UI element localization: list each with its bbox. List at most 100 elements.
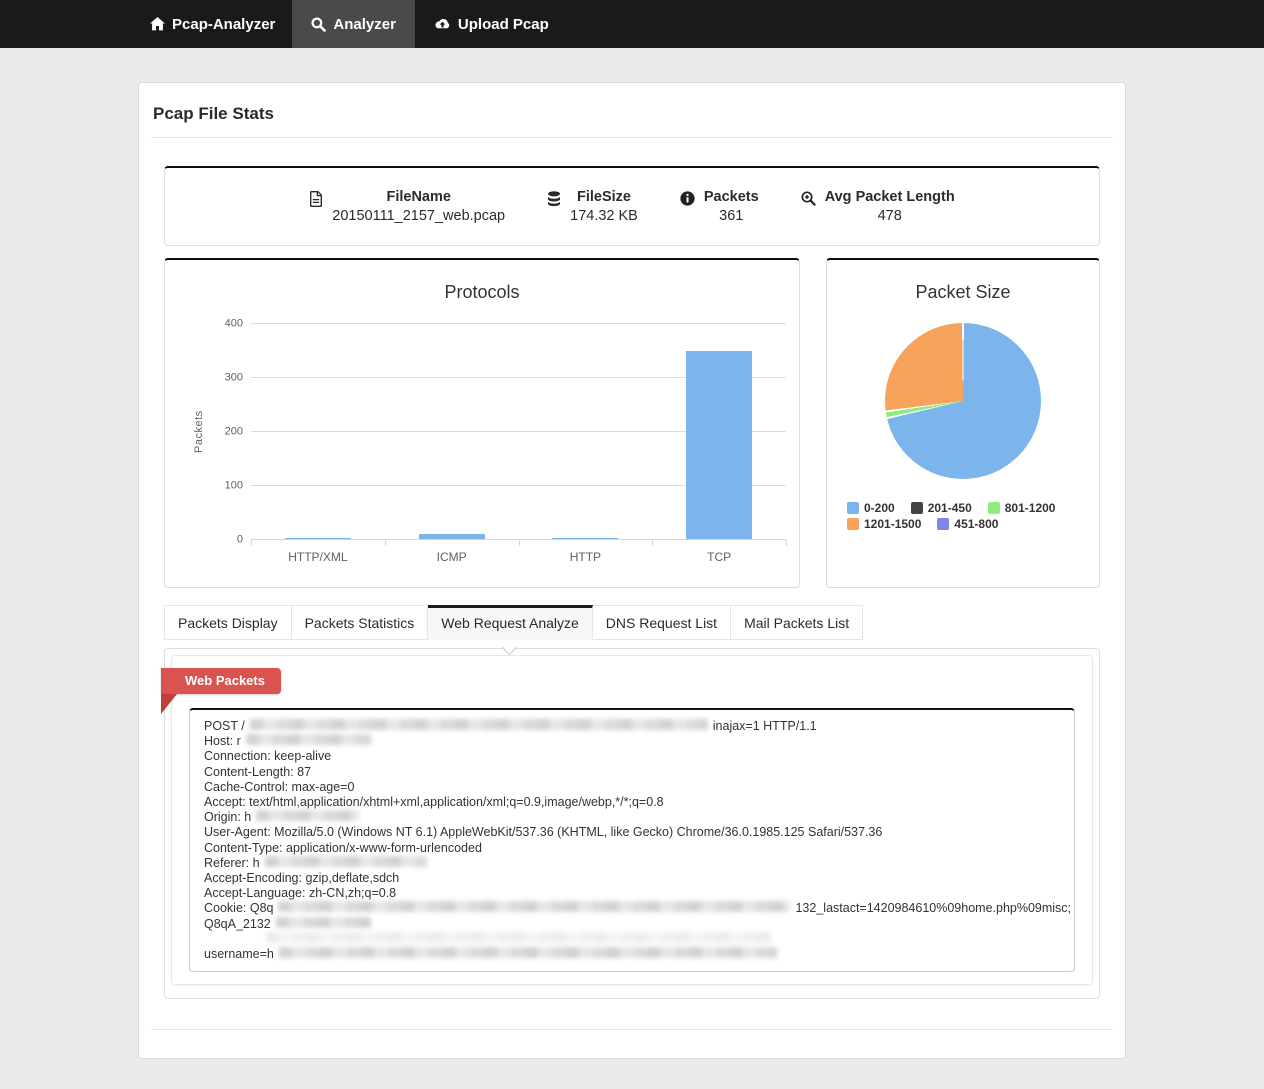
nav-item-label: Upload Pcap: [457, 15, 549, 33]
packet-text: Accept-Encoding: gzip,deflate,sdch: [204, 871, 400, 886]
x-axis-tick: [652, 540, 654, 546]
x-category-label: HTTP/XML: [288, 550, 348, 564]
y-tick-label: 0: [236, 533, 243, 546]
stat-value: 478: [877, 207, 902, 224]
packet-text-line: Host: r: [204, 734, 1060, 749]
x-category-label: TCP: [707, 550, 732, 564]
packet-text: Cookie: Q8q: [204, 901, 274, 916]
tab-mail-packets-list[interactable]: Mail Packets List: [731, 605, 864, 640]
packet-text-line: Accept-Language: zh-CN,zh;q=0.8: [204, 886, 1060, 901]
redacted-text: [278, 947, 777, 959]
pie-legend: 0-200 201-450 801-1200 1201-1500 451-800: [847, 501, 1079, 531]
gridline: [251, 485, 786, 486]
legend-label: 451-800: [954, 517, 999, 531]
y-tick-label: 300: [224, 371, 243, 384]
stat-filename: FileName 20150111_2157_web.pcap: [309, 188, 505, 226]
nav-item-analyzer[interactable]: Analyzer: [292, 0, 415, 48]
nav-brand-label: Pcap-Analyzer: [172, 15, 276, 33]
legend-swatch: [847, 502, 859, 514]
page-title: Pcap File Stats: [151, 95, 1113, 138]
zoom-in-icon: [801, 188, 816, 211]
legend-swatch: [847, 518, 859, 530]
packet-text: Q8qA_2132: [204, 916, 271, 931]
redacted-text: [256, 810, 360, 822]
packet-text-line: Cookie: Q8q 132_lastact=1420984610%09home…: [204, 901, 1071, 916]
gridline: [251, 377, 786, 378]
gridline: [251, 431, 786, 432]
stat-value: 20150111_2157_web.pcap: [332, 207, 506, 224]
tab-packets-display[interactable]: Packets Display: [164, 605, 292, 640]
nav-brand[interactable]: Pcap-Analyzer: [138, 0, 292, 48]
legend-item-201-450[interactable]: 201-450: [910, 501, 972, 515]
bar-icmp: [418, 534, 485, 539]
legend-swatch: [910, 502, 923, 514]
protocols-chart-panel: Protocols Packets 0 100 200 300 400 HTTP/XML…: [164, 258, 800, 588]
packet-text: Origin: h: [204, 810, 252, 825]
packet-text: Content-Length: 87: [204, 764, 312, 779]
packet-text-line: Origin: h: [204, 810, 1060, 825]
legend-label: 801-1200: [1004, 501, 1056, 515]
packet-text-line: POST / inajax=1 HTTP/1.1: [204, 719, 1060, 734]
tab-label: Mail Packets List: [744, 615, 850, 631]
ribbon-fold: [161, 694, 177, 714]
x-category-label: ICMP: [436, 550, 467, 564]
bar-http-xml: [284, 538, 351, 539]
file-stats-panel: FileName 20150111_2157_web.pcap FileSize…: [164, 166, 1100, 246]
legend-label: 0-200: [864, 501, 895, 515]
stat-label: Packets: [703, 188, 759, 205]
tab-bar: Packets Display Packets Statistics Web Req…: [164, 605, 864, 656]
y-tick-label: 400: [224, 317, 243, 330]
nav-item-upload-pcap[interactable]: Upload Pcap: [415, 0, 568, 48]
tab-label: Packets Display: [178, 615, 278, 631]
y-tick-label: 100: [224, 479, 243, 492]
packet-text: Host: r: [204, 734, 241, 749]
stat-label: FileName: [386, 188, 451, 205]
packet-text-line: Referer: h: [204, 855, 1060, 871]
packet-text-line: Content-Length: 87: [204, 765, 1060, 780]
packet-text-line: Cache-Control: max-age=0: [204, 780, 1060, 795]
stat-filesize: FileSize 174.32 KB: [547, 188, 638, 226]
redacted-text: [245, 734, 371, 746]
y-tick-label: 200: [224, 425, 243, 438]
tab-label: Web Request Analyze: [441, 615, 579, 631]
stat-packets: Packets 361: [680, 188, 759, 226]
legend-item-451-800[interactable]: 451-800: [937, 517, 998, 531]
packet-text-line: username=h: [204, 947, 1060, 962]
legend-item-0-200[interactable]: 0-200: [847, 501, 895, 515]
packet-size-pie: [885, 323, 1041, 479]
tab-packets-statistics[interactable]: Packets Statistics: [291, 605, 429, 640]
packet-text-line: User-Agent: Mozilla/5.0 (Windows NT 6.1)…: [204, 825, 1060, 840]
web-packet-content: POST / inajax=1 HTTP/1.1 Host: r Connection…: [189, 708, 1075, 972]
x-axis-tick: [518, 540, 520, 546]
packet-text: 132_lastact=1420984610%09home.php%09misc…: [795, 901, 1072, 916]
legend-item-801-1200[interactable]: 801-1200: [987, 501, 1056, 515]
bar-http: [552, 537, 619, 539]
protocols-chart-title: Protocols: [444, 282, 520, 302]
bar-tcp: [686, 350, 753, 539]
database-icon: [547, 188, 561, 212]
stat-label: Avg Packet Length: [824, 188, 955, 205]
protocols-bar-chart: Packets 0 100 200 300 400 HTTP/XML ICMP HTTP TC…: [165, 260, 799, 587]
stat-avg-packet-length: Avg Packet Length 478: [801, 188, 955, 226]
file-icon: [309, 188, 323, 212]
main-card: Pcap File Stats FileName 20150111_2157_w…: [138, 82, 1126, 1059]
x-axis-tick: [251, 540, 252, 546]
legend-item-1201-1500[interactable]: 1201-1500: [847, 517, 921, 531]
packet-text: POST /: [204, 719, 245, 733]
redacted-text: [266, 931, 771, 943]
search-icon: [311, 16, 327, 32]
redacted-text: [278, 901, 791, 913]
packet-text-line: Connection: keep-alive: [204, 749, 1060, 764]
tab-label: Packets Statistics: [304, 615, 415, 631]
x-axis-tick: [786, 540, 787, 546]
packet-text-line: Q8qA_2132: [204, 916, 1060, 932]
tab-web-request-analyze[interactable]: Web Request Analyze: [428, 605, 593, 656]
tab-dns-request-list[interactable]: DNS Request List: [592, 605, 732, 640]
legend-swatch: [987, 502, 1000, 514]
x-axis-line: [251, 539, 786, 540]
packet-text-line: [204, 931, 1060, 947]
web-packets-ribbon: Web Packets: [161, 668, 281, 694]
packet-text: Accept-Language: zh-CN,zh;q=0.8: [204, 886, 397, 901]
stat-value: 361: [719, 207, 744, 224]
bar-plot: HTTP/XML ICMP HTTP TCP: [251, 323, 787, 564]
